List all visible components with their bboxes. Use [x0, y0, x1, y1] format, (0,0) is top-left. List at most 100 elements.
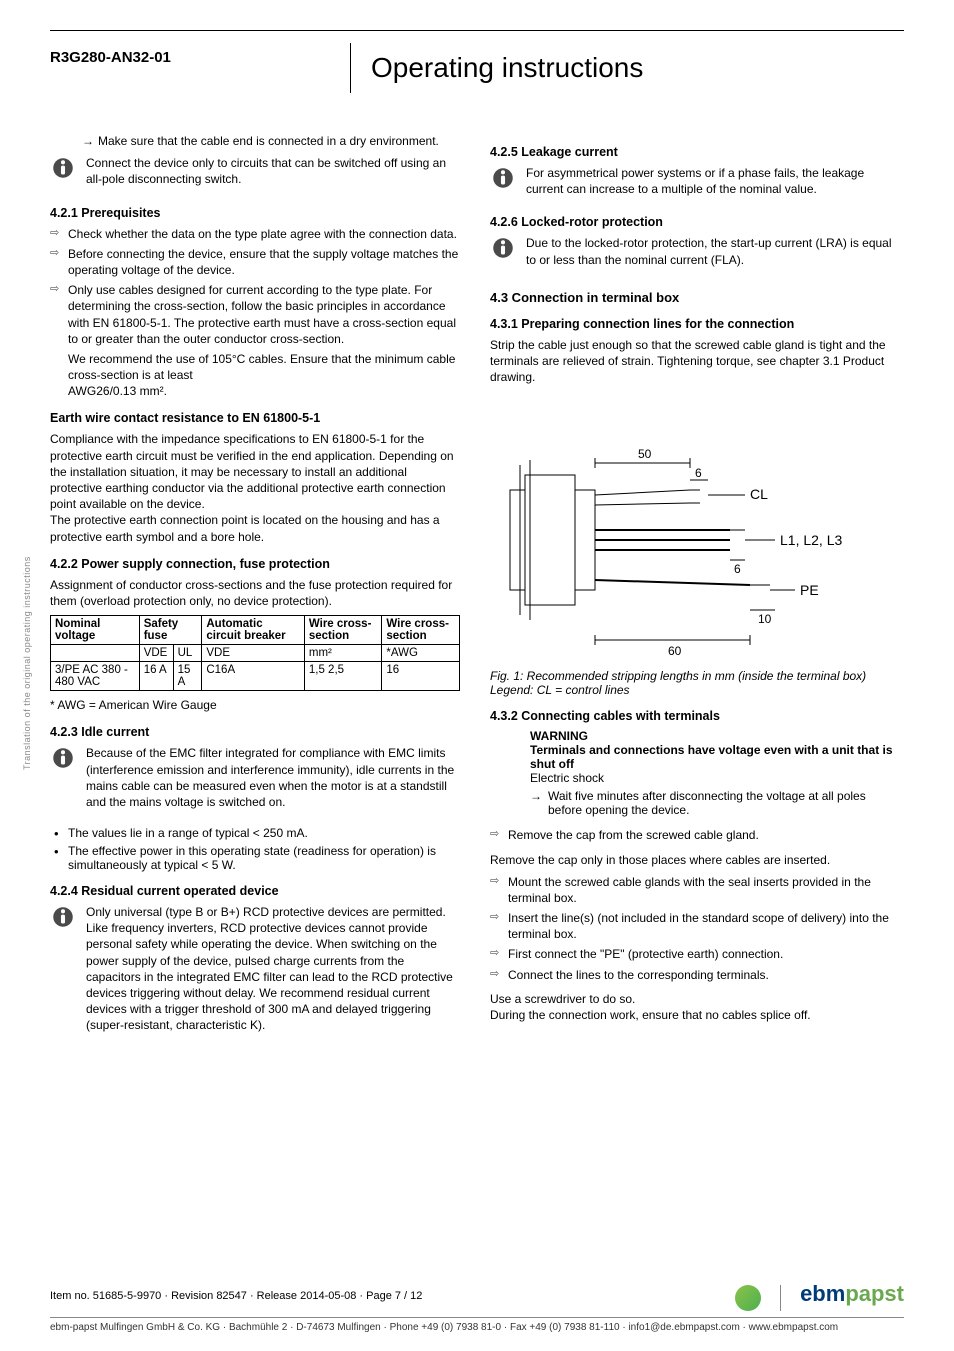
list-item: Before connecting the device, ensure tha…	[50, 246, 460, 278]
table-header: Automatic circuit breaker	[202, 616, 305, 645]
svg-text:10: 10	[758, 612, 772, 626]
intro-arrow-note: Make sure that the cable end is connecte…	[50, 133, 460, 149]
table-row: Nominal voltage Safety fuse Automatic ci…	[51, 616, 460, 645]
table-cell: *AWG	[382, 645, 460, 662]
awg-note: * AWG = American Wire Gauge	[50, 697, 460, 713]
warning-title: Terminals and connections have voltage e…	[530, 743, 900, 771]
list-432b: Mount the screwed cable glands with the …	[490, 874, 900, 983]
list-item: Remove the cap from the screwed cable gl…	[490, 827, 900, 843]
header-top-rule	[50, 30, 904, 31]
warning-label: WARNING	[530, 729, 900, 743]
heading-earth: Earth wire contact resistance to EN 6180…	[50, 411, 460, 425]
svg-text:60: 60	[668, 644, 682, 658]
heading-421: 4.2.1 Prerequisites	[50, 206, 460, 220]
heading-432: 4.3.2 Connecting cables with terminals	[490, 709, 900, 723]
content-columns: Make sure that the cable end is connecte…	[50, 133, 904, 1050]
svg-text:6: 6	[695, 466, 702, 480]
warning-subtitle: Electric shock	[530, 771, 900, 785]
table-cell: UL	[173, 645, 202, 662]
table-row: 3/PE AC 380 - 480 VAC 16 A 15 A C16A 1,5…	[51, 662, 460, 691]
footer-item-info: Item no. 51685-5-9970 · Revision 82547 ·…	[50, 1290, 422, 1302]
footer-logo-group: ebmpapst	[735, 1281, 904, 1311]
table-cell: 3/PE AC 380 - 480 VAC	[51, 662, 140, 691]
table-header: Wire cross-section	[382, 616, 460, 645]
svg-text:6: 6	[734, 562, 741, 576]
info-icon	[50, 904, 76, 930]
warning-action: Wait five minutes after disconnecting th…	[530, 789, 900, 817]
svg-text:L1, L2, L3: L1, L2, L3	[780, 532, 842, 548]
info-block-423: Because of the EMC filter integrated for…	[50, 745, 460, 816]
info-block-425: For asymmetrical power systems or if a p…	[490, 165, 900, 203]
list-item: Connect the lines to the corresponding t…	[490, 967, 900, 983]
fuse-table: Nominal voltage Safety fuse Automatic ci…	[50, 615, 460, 691]
table-header: Nominal voltage	[51, 616, 140, 645]
figure-1: 50 6 CL L1, L2, L3 6	[490, 395, 900, 697]
left-column: Make sure that the cable end is connecte…	[50, 133, 460, 1050]
table-cell: 1,5 2,5	[304, 662, 382, 691]
svg-text:CL: CL	[750, 486, 768, 502]
logo-part-ebm: ebm	[800, 1281, 845, 1306]
svg-text:50: 50	[638, 447, 652, 461]
para-earth: Compliance with the impedance specificat…	[50, 431, 460, 544]
table-row: VDE UL VDE mm² *AWG	[51, 645, 460, 662]
para-432-mid: Remove the cap only in those places wher…	[490, 852, 900, 868]
heading-426: 4.2.6 Locked-rotor protection	[490, 215, 900, 229]
page-title: Operating instructions	[350, 43, 643, 93]
model-number: R3G280-AN32-01	[50, 43, 310, 66]
info-text-1: Connect the device only to circuits that…	[86, 155, 460, 187]
table-cell: VDE	[202, 645, 305, 662]
table-cell: mm²	[304, 645, 382, 662]
table-cell: VDE	[139, 645, 173, 662]
info-icon	[50, 155, 76, 181]
list-item-text: Only use cables designed for current acc…	[68, 283, 456, 346]
info-text-425: For asymmetrical power systems or if a p…	[526, 165, 900, 197]
list-item: First connect the "PE" (protective earth…	[490, 946, 900, 962]
heading-431: 4.3.1 Preparing connection lines for the…	[490, 317, 900, 331]
info-text-426: Due to the locked-rotor protection, the …	[526, 235, 900, 267]
footer-rule	[50, 1317, 904, 1318]
list-item: Only use cables designed for current acc…	[50, 282, 460, 399]
heading-423: 4.2.3 Idle current	[50, 725, 460, 739]
para-431: Strip the cable just enough so that the …	[490, 337, 900, 386]
info-text-424: Only universal (type B or B+) RCD protec…	[86, 904, 460, 1034]
heading-424: 4.2.4 Residual current operated device	[50, 884, 460, 898]
ebmpapst-logo: ebmpapst	[800, 1281, 904, 1306]
para-422: Assignment of conductor cross-sections a…	[50, 577, 460, 609]
right-column: 4.2.5 Leakage current For asymmetrical p…	[490, 133, 900, 1050]
list-421: Check whether the data on the type plate…	[50, 226, 460, 400]
info-block-424: Only universal (type B or B+) RCD protec…	[50, 904, 460, 1040]
list-item: The effective power in this operating st…	[50, 844, 460, 872]
heading-43: 4.3 Connection in terminal box	[490, 290, 900, 305]
para-432-tail: Use a screwdriver to do so. During the c…	[490, 991, 900, 1023]
svg-text:PE: PE	[800, 582, 819, 598]
heading-425: 4.2.5 Leakage current	[490, 145, 900, 159]
info-block-426: Due to the locked-rotor protection, the …	[490, 235, 900, 273]
info-icon	[490, 235, 516, 261]
footer-company-line: ebm-papst Mulfingen GmbH & Co. KG · Bach…	[50, 1322, 904, 1333]
table-header: Wire cross-section	[304, 616, 382, 645]
list-432a: Remove the cap from the screwed cable gl…	[490, 827, 900, 843]
table-cell: 15 A	[173, 662, 202, 691]
info-icon	[490, 165, 516, 191]
table-cell: C16A	[202, 662, 305, 691]
green-badge-icon	[735, 1285, 761, 1311]
info-icon	[50, 745, 76, 771]
figure-caption: Fig. 1: Recommended stripping lengths in…	[490, 669, 900, 697]
list-item-tail: We recommend the use of 105°C cables. En…	[68, 351, 460, 400]
list-item: Check whether the data on the type plate…	[50, 226, 460, 242]
heading-422: 4.2.2 Power supply connection, fuse prot…	[50, 557, 460, 571]
list-item: Insert the line(s) (not included in the …	[490, 910, 900, 942]
list-item: The values lie in a range of typical < 2…	[50, 826, 460, 840]
info-text-423: Because of the EMC filter integrated for…	[86, 745, 460, 810]
table-cell: 16	[382, 662, 460, 691]
list-423: The values lie in a range of typical < 2…	[50, 826, 460, 872]
footer-divider	[780, 1285, 781, 1311]
table-header: Safety fuse	[139, 616, 202, 645]
warning-block: WARNING Terminals and connections have v…	[530, 729, 900, 817]
table-cell	[51, 645, 140, 662]
list-item: Mount the screwed cable glands with the …	[490, 874, 900, 906]
page-footer: Item no. 51685-5-9970 · Revision 82547 ·…	[50, 1281, 904, 1333]
logo-part-papst: papst	[845, 1281, 904, 1306]
table-cell: 16 A	[139, 662, 173, 691]
footer-top-row: Item no. 51685-5-9970 · Revision 82547 ·…	[50, 1281, 904, 1311]
